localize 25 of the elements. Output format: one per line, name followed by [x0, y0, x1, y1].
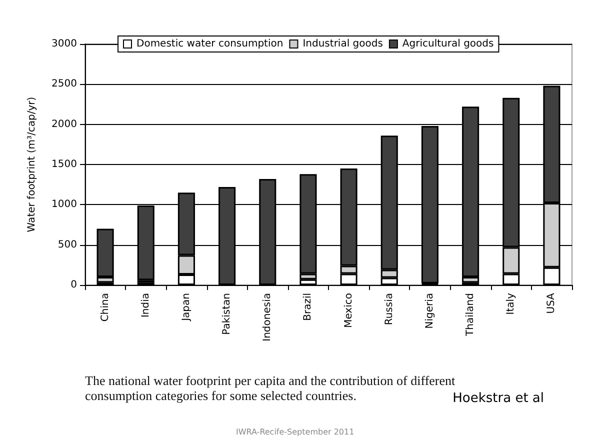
x-tick-label: Nigeria — [424, 293, 436, 329]
x-tick-label: Thailand — [465, 293, 476, 337]
y-tick-label: 1500 — [52, 159, 77, 170]
legend-label: Domestic water consumption — [136, 38, 284, 50]
x-tick-label: Pakistan — [222, 293, 233, 335]
x-tick-label: Indonesia — [262, 293, 274, 342]
x-tick-label: India — [140, 293, 152, 318]
text: Hoekstra et al — [452, 391, 544, 406]
x-tick-label: Russia — [384, 293, 395, 326]
x-tick-label: Brazil — [302, 293, 314, 321]
x-tick-label: Italy — [506, 292, 517, 315]
y-tick-label: 3000 — [52, 38, 77, 50]
x-tick-label: USA — [546, 292, 558, 314]
y-tick-label: 2000 — [52, 118, 77, 130]
y-tick-label: 2500 — [52, 78, 77, 90]
y-tick-label: 0 — [70, 280, 77, 290]
x-tick-label: Japan — [180, 293, 192, 322]
x-tick-label: Mexico — [343, 293, 354, 328]
y-tick-label: 1000 — [52, 199, 77, 210]
x-tick-label: China — [100, 293, 111, 322]
legend-label: Agricultural goods — [402, 38, 494, 50]
legend-label: Industrial goods — [302, 38, 383, 50]
y-tick-label: 500 — [58, 239, 77, 250]
text: IWRA-Recife-September 2011 — [236, 428, 354, 436]
y-axis-title: Water footprint (m³/cap/yr) — [26, 96, 38, 232]
